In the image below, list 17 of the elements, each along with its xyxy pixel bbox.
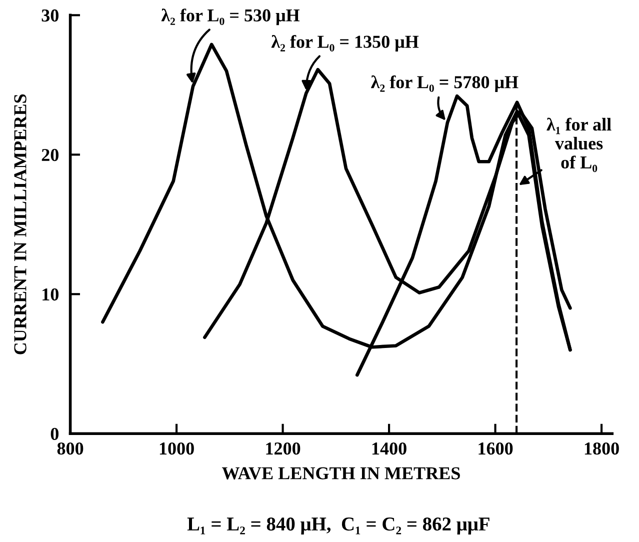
y-tick-label: 0 <box>50 428 58 440</box>
x-tick-label: 1800 <box>584 442 619 455</box>
y-tick-label: 20 <box>42 148 58 162</box>
x-axis-title: WAVE LENGTH IN METRES <box>222 467 460 480</box>
annotation: λ₁ for all values of L₀ <box>546 118 612 172</box>
y-tick-label: 10 <box>42 288 58 301</box>
annotation: λ₂ for L₀ = 5780 μH <box>371 75 518 92</box>
annotation: λ₂ for L₀ = 530 μH <box>161 8 300 26</box>
x-tick-label: 800 <box>57 442 84 455</box>
x-tick-label: 1400 <box>372 442 406 455</box>
text: L₁ = L₂ = 840 μH, C₁ = C₂ = 862 μμF <box>187 517 490 535</box>
annotation: λ₂ for L₀ = 1350 μH <box>271 35 419 52</box>
y-tick-label: 30 <box>42 9 58 22</box>
x-tick-label: 1000 <box>160 442 194 455</box>
y-axis-title: CURRENT IN MILLIAMPERES <box>14 94 26 354</box>
x-tick-label: 1600 <box>478 442 513 455</box>
x-tick-label: 1200 <box>266 442 300 455</box>
